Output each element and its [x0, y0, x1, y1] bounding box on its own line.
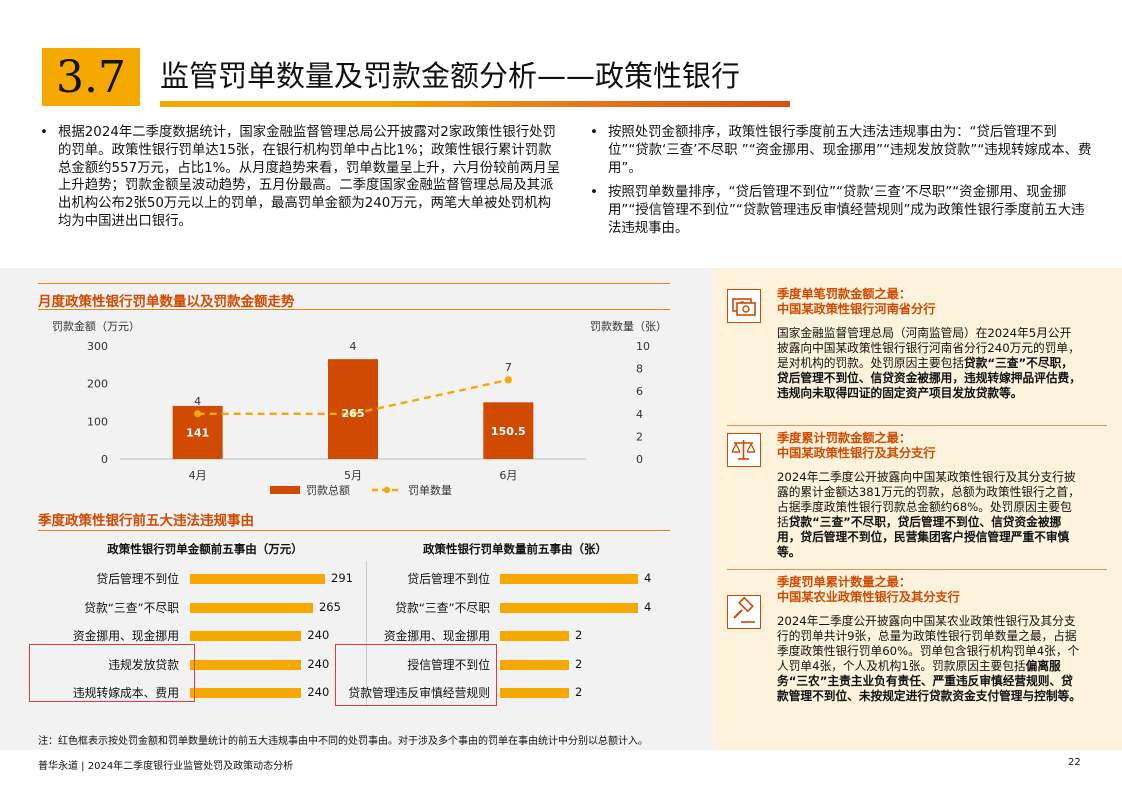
cause-label: 贷后管理不到位	[96, 572, 179, 586]
highlight-count-body: 2024年二季度公开披露向中国某农业政策性银行及其分支行的罚单共计9张，总量为政…	[777, 614, 1081, 703]
left-tick-label: 0	[101, 453, 108, 466]
count-point-label: 4	[194, 395, 201, 408]
right-axis-label: 罚款数量（张）	[590, 320, 667, 333]
section-number: 3.7	[42, 48, 140, 106]
legend-label-amount: 罚款总额	[306, 483, 350, 497]
count-difference-box	[335, 644, 497, 706]
left-bullet-column: 根据2024年二季度数据统计，国家金融监督管理总局公开披露对2家政策性银行处罚的…	[38, 124, 563, 238]
amount-top-five-chart: 贷后管理不到位 291 贷款“三查”不尽职 265 资金挪用、现金挪用 240 违规发放贷款…	[38, 562, 368, 712]
cause-label: 贷款管理违反审慎经营规则	[348, 686, 490, 700]
footnote: 注：红色框表示按处罚金额和罚单数量统计的前五大违规事由中不同的处罚事由。对于涉及…	[38, 736, 648, 747]
cause-value: 2	[575, 628, 583, 642]
scales-icon	[727, 433, 761, 467]
page-title: 监管罚单数量及罚款金额分析——政策性银行	[160, 59, 741, 93]
cause-label: 贷款“三查”不尽职	[395, 600, 490, 615]
legend-marker-count	[383, 486, 391, 494]
right-bullet-column: 按照处罚金额排序，政策性银行季度前五大违法违规事由为：“贷后管理不到位”“贷款‘…	[588, 124, 1093, 245]
title-underline	[160, 101, 790, 107]
amount-difference-box	[29, 644, 195, 702]
legend-label-count: 罚单数量	[408, 484, 452, 497]
count-point-label: 4	[350, 340, 357, 353]
cause-value: 291	[331, 571, 353, 585]
highlight-amount-heading: 季度单笔罚款金额之最： 中国某政策性银行河南省分行	[777, 287, 936, 316]
right-tick-label: 4	[636, 408, 643, 421]
amount-bar-label: 150.5	[491, 425, 526, 438]
month-label: 4月	[189, 469, 207, 482]
cause-value: 240	[307, 628, 330, 642]
highlights-panel	[713, 268, 1122, 750]
cause-bar	[500, 574, 638, 584]
gavel-icon	[727, 595, 761, 629]
right-tick-label: 2	[636, 430, 643, 443]
amount-bar-label: 141	[186, 427, 209, 440]
cause-bar	[190, 602, 313, 613]
cause-bar	[190, 688, 302, 698]
cause-label: 资金挪用、现金挪用	[383, 629, 490, 643]
left-axis-label: 罚款金额（万元）	[52, 320, 140, 333]
monthly-chart: 141 4月 4 265 5月 4 150.5 6月 7 300 200 100 0 10 8 6 4 2 0 罚…	[87, 340, 650, 497]
count-point	[504, 376, 512, 384]
cause-value: 4	[644, 571, 652, 585]
cause-label: 贷款“三查”不尽职	[84, 600, 179, 615]
cause-bar	[190, 659, 302, 670]
bullet-summary: 根据2024年二季度数据统计，国家金融监督管理总局公开披露对2家政策性银行处罚的…	[38, 124, 563, 231]
cause-label: 授信管理不到位	[407, 657, 490, 672]
cause-label: 违规转嫁成本、费用	[72, 686, 179, 700]
month-label: 6月	[499, 469, 517, 482]
money-bill-icon	[727, 289, 761, 323]
left-tick-label: 300	[87, 340, 108, 353]
cause-bar	[190, 631, 302, 641]
chart-top-rule	[38, 283, 670, 284]
top-five-title: 季度政策性银行前五大违法违规事由	[38, 513, 254, 529]
cause-label: 资金挪用、现金挪用	[72, 629, 179, 643]
month-label: 5月	[344, 469, 362, 482]
count-line	[197, 378, 509, 416]
legend-swatch-amount	[270, 486, 300, 494]
panel-separator-1	[727, 425, 1107, 426]
left-tick-label: 100	[87, 415, 108, 428]
highlight-amount-body: 国家金融监督管理总局（河南监管局）在2024年5月公开披露向中国某政策性银行银行…	[777, 326, 1081, 400]
highlight-cumulative-body: 2024年二季度公开披露向中国某政策性银行及其分支行披露的累计金额达381万元的…	[777, 470, 1080, 559]
top-five-rule	[38, 530, 670, 531]
amount-bar-label: 265	[342, 407, 365, 420]
cause-bar	[500, 688, 569, 698]
right-tick-label: 6	[636, 385, 643, 398]
footer-text: 普华永道 | 2024年二季度银行业监管处罚及政策动态分析	[38, 761, 294, 772]
cause-value: 265	[318, 599, 341, 614]
cause-label: 贷后管理不到位	[407, 572, 490, 586]
count-point	[194, 410, 202, 418]
right-tick-label: 10	[636, 340, 650, 353]
cause-value: 4	[644, 599, 652, 614]
amount-chart-title: 政策性银行罚单金额前五事由（万元）	[107, 542, 303, 556]
bullet-by-amount: 按照处罚金额排序，政策性银行季度前五大违法违规事由为：“贷后管理不到位”“贷款‘…	[588, 124, 1093, 177]
page-number: 22	[1068, 757, 1081, 768]
cause-bar	[500, 631, 569, 641]
amount-bar	[483, 402, 534, 459]
cause-value: 2	[575, 685, 583, 699]
cause-bar	[190, 574, 325, 584]
highlight-count-heading: 季度罚单累计数量之最： 中国某农业政策性银行及其分支行	[777, 575, 960, 604]
cause-value: 2	[575, 656, 583, 671]
highlight-cumulative-heading: 季度累计罚款金额之最： 中国某政策性银行及其分支行	[777, 431, 936, 460]
cause-bar	[500, 659, 569, 670]
panel-separator-2	[727, 569, 1107, 570]
count-chart-title: 政策性银行罚单数量前五事由（张）	[423, 542, 607, 556]
count-point	[349, 410, 357, 418]
bullet-by-count: 按照罚单数量排序，“贷后管理不到位”“贷款‘三查’不尽职”“资金挪用、现金挪用”…	[588, 184, 1093, 237]
right-tick-label: 8	[636, 363, 643, 376]
charts-divider	[366, 561, 367, 707]
monthly-chart-title: 月度政策性银行罚单数量以及罚款金额走势	[38, 294, 295, 310]
cause-value: 240	[307, 656, 330, 671]
left-tick-label: 200	[87, 378, 108, 391]
chart-title-rule	[38, 309, 670, 310]
count-top-five-chart: 贷后管理不到位 4 贷款“三查”不尽职 4 资金挪用、现金挪用 2 授信管理不到位 2 贷款管理…	[344, 562, 674, 712]
count-point-label: 7	[505, 361, 512, 374]
cause-bar	[500, 602, 638, 613]
cause-label: 违规发放贷款	[108, 657, 179, 672]
cause-value: 240	[307, 685, 330, 699]
right-tick-label: 0	[636, 453, 643, 466]
